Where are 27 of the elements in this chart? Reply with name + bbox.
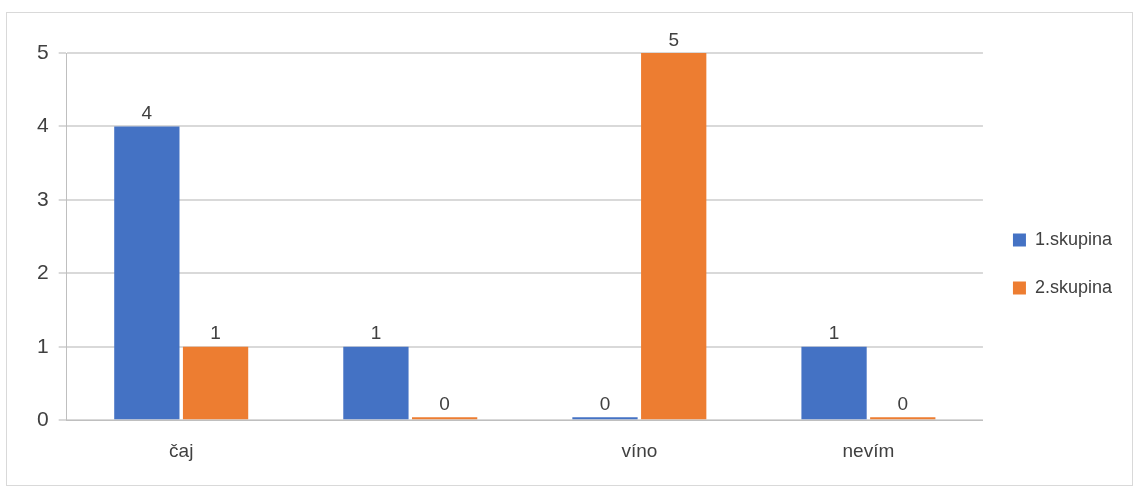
data-label: 4	[141, 102, 153, 124]
x-tick-label: čaj	[169, 439, 194, 461]
data-label: 0	[897, 392, 909, 414]
data-label: 0	[599, 392, 611, 414]
legend-label: 1.skupina	[1034, 228, 1113, 249]
y-tick-label: 3	[36, 186, 49, 210]
data-label: 1	[370, 322, 382, 344]
bar	[801, 346, 867, 420]
bar	[182, 346, 249, 420]
bar	[343, 346, 409, 420]
y-tick-label: 1	[36, 333, 49, 357]
data-label: 1	[210, 322, 221, 344]
bar	[114, 126, 180, 420]
data-label: 0	[439, 392, 450, 414]
legend-label: 2.skupina	[1034, 276, 1113, 297]
data-label: 5	[668, 28, 679, 50]
y-tick-label: 0	[36, 407, 49, 430]
bar	[641, 53, 707, 420]
x-tick-label: nevím	[842, 439, 895, 461]
x-tick-label: víno	[621, 439, 658, 461]
bar	[572, 417, 638, 420]
y-tick-label: 4	[36, 113, 49, 137]
bar	[870, 417, 936, 420]
y-tick-label: 5	[36, 39, 49, 63]
bar	[412, 417, 478, 420]
data-label: 1	[828, 322, 840, 344]
y-tick-label: 2	[36, 260, 49, 284]
